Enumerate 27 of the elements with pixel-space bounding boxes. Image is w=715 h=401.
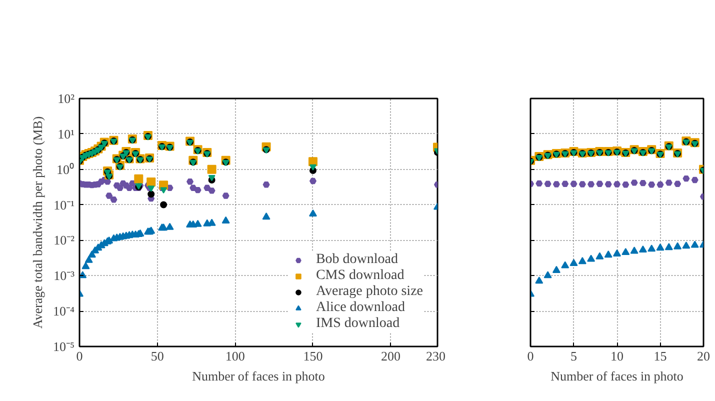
- y-tick-label: 10⁻³: [54, 268, 75, 284]
- x-tick-label: 200: [381, 348, 401, 364]
- x-tick-label: 150: [303, 348, 323, 364]
- x-tick-label: 0: [527, 348, 534, 364]
- x-tick-label: 5: [570, 348, 577, 364]
- legend-label: Alice download: [316, 300, 405, 316]
- x-tick-label: 0: [76, 348, 83, 364]
- y-tick-label: 10⁰: [56, 162, 74, 177]
- y-tick-label: 10¹: [58, 126, 75, 142]
- x-tick-label: 50: [150, 348, 164, 364]
- x-axis-title: Number of faces in photo: [192, 368, 325, 384]
- y-axis-title: Average total bandwidth per photo (MB): [30, 116, 45, 329]
- y-tick-label: 10⁻⁴: [52, 304, 75, 319]
- y-tick-label: 10⁻²: [54, 232, 75, 248]
- legend-label: Bob download: [316, 252, 398, 268]
- x-tick-label: 100: [225, 348, 245, 364]
- x-tick-label: 230: [426, 348, 446, 364]
- y-tick-label: 10²: [58, 91, 75, 106]
- legend-label: CMS download: [316, 268, 404, 284]
- y-tick-label: 10⁻¹: [54, 197, 75, 212]
- x-tick-label: 10: [610, 348, 624, 364]
- x-axis-title: Number of faces in photo: [550, 368, 684, 384]
- x-tick-label: 15: [654, 348, 667, 364]
- y-tick-label: 10⁻⁵: [52, 339, 75, 354]
- x-tick-label: 20: [697, 348, 710, 364]
- legend-label: Average photo size: [316, 284, 423, 300]
- legend-label: IMS download: [316, 316, 400, 332]
